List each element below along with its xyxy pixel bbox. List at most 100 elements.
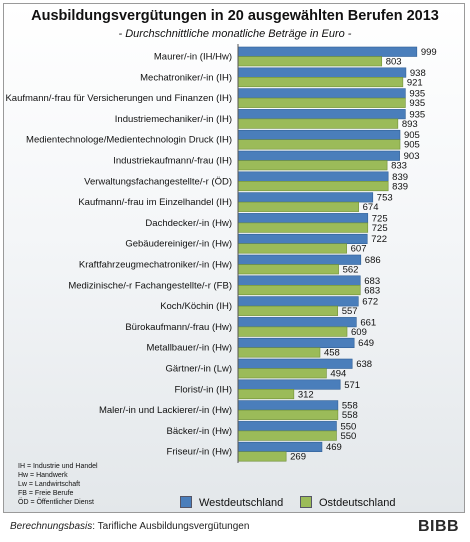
data-label-west: 935 <box>409 109 425 120</box>
category-label: Maurer/-in (IH/Hw) <box>154 52 232 63</box>
abbreviation-line: IH = Industrie und Handel <box>18 463 98 470</box>
data-label-east: 921 <box>407 77 423 88</box>
abbreviation-line: ÖD = Öffentlicher Dienst <box>18 499 94 506</box>
bar-west <box>237 129 401 140</box>
bar-east <box>237 160 388 171</box>
chart-frame <box>3 3 465 513</box>
category-label: Dachdecker/-in (Hw) <box>145 218 232 229</box>
bar-east <box>237 430 337 441</box>
data-label-west: 839 <box>392 172 408 183</box>
data-label-east: 458 <box>324 348 340 359</box>
data-label-west: 649 <box>358 338 374 349</box>
bar-east <box>237 305 339 316</box>
data-label-east: 557 <box>342 306 358 317</box>
category-label: Medientechnologe/Medientechnologin Druck… <box>26 135 232 146</box>
abbreviation-line: Hw = Handwerk <box>18 472 68 479</box>
data-label-west: 938 <box>410 68 426 79</box>
bar-east <box>237 181 389 192</box>
data-label-west: 999 <box>421 47 437 58</box>
bar-east <box>237 347 321 358</box>
data-label-east: 935 <box>409 98 425 109</box>
category-label: Verwaltungsfachangestellte/-r (ÖD) <box>84 176 232 187</box>
bar-east <box>237 77 404 88</box>
bar-east <box>237 368 327 379</box>
bar-west <box>237 150 400 161</box>
bar-west <box>237 275 361 286</box>
bar-west <box>237 421 337 432</box>
bar-east <box>237 118 399 129</box>
bar-west <box>237 192 374 203</box>
source-label: Berechnungsbasis <box>10 521 93 532</box>
bar-east <box>237 56 383 67</box>
category-label: Bürokaufmann/-frau (Hw) <box>125 322 232 333</box>
legend-swatch-east <box>300 496 312 508</box>
category-label: Kaufmann/-frau für Versicherungen und Fi… <box>5 93 232 104</box>
bar-east <box>237 264 339 275</box>
data-label-east: 494 <box>330 369 346 380</box>
data-label-east: 839 <box>392 181 408 192</box>
bar-west <box>237 233 368 244</box>
bar-west <box>237 46 418 57</box>
category-label: Kraftfahrzeugmechatroniker/-in (Hw) <box>79 260 232 271</box>
data-label-west: 571 <box>344 380 360 391</box>
legend-swatch-west <box>180 496 192 508</box>
category-label: Maler/-in und Lackierer/-in (Hw) <box>99 405 232 416</box>
category-label: Bäcker/-in (Hw) <box>167 426 232 437</box>
bar-east <box>237 326 348 337</box>
data-label-west: 722 <box>371 234 387 245</box>
bar-west <box>237 441 323 453</box>
bar-west <box>237 337 355 349</box>
data-label-east: 683 <box>364 285 380 296</box>
abbreviation-line: FB = Freie Berufe <box>18 490 74 497</box>
bar-west <box>237 358 353 369</box>
source-text: : Tarifliche Ausbildungsvergütungen <box>92 521 250 532</box>
data-label-east: 803 <box>386 57 402 68</box>
data-label-west: 725 <box>372 213 388 224</box>
bar-west <box>237 109 406 120</box>
bar-west <box>237 171 389 182</box>
data-label-west: 661 <box>360 317 376 328</box>
data-label-west: 638 <box>356 359 372 370</box>
bar-east <box>237 409 339 420</box>
category-label: Gärtner/-in (Lw) <box>165 364 232 375</box>
bibb-logo: BIBB <box>418 518 460 535</box>
data-label-east: 558 <box>342 410 358 421</box>
chart-subtitle: - Durchschnittliche monatliche Beträge i… <box>118 28 352 40</box>
category-label: Metallbauer/-in (Hw) <box>146 343 232 354</box>
data-label-west: 683 <box>364 276 380 287</box>
data-label-east: 833 <box>391 161 407 172</box>
category-label: Industriemechaniker/-in (IH) <box>115 114 232 125</box>
data-label-east: 609 <box>351 327 367 338</box>
legend-item-west: Westdeutschland <box>180 496 283 509</box>
data-label-west: 469 <box>326 442 342 453</box>
data-label-east: 550 <box>340 431 356 442</box>
data-label-east: 269 <box>290 452 306 463</box>
bar-west <box>237 379 341 390</box>
data-label-east: 312 <box>298 389 314 400</box>
data-label-east: 905 <box>404 140 420 151</box>
data-label-west: 672 <box>362 297 378 308</box>
data-label-west: 935 <box>409 89 425 100</box>
abbreviation-line: Lw = Landwirtschaft <box>18 481 81 488</box>
data-label-east: 893 <box>402 119 418 130</box>
category-label: Florist/-in (IH) <box>174 384 232 395</box>
category-label: Koch/Köchin (IH) <box>160 301 232 312</box>
abbreviation-legend: IH = Industrie und Handel Hw = Handwerk Lw… <box>18 462 98 507</box>
bar-east <box>237 284 361 296</box>
bar-west <box>237 88 406 99</box>
bar-west <box>237 296 359 307</box>
chart-title: Ausbildungsvergütungen in 20 ausgewählte… <box>31 8 439 24</box>
data-label-east: 674 <box>363 202 379 213</box>
bar-west <box>237 213 369 224</box>
bar-east <box>237 222 369 233</box>
legend-label-west: Westdeutschland <box>199 497 284 509</box>
bar-east <box>237 97 406 108</box>
bar-east <box>237 243 347 254</box>
source-note: Berechnungsbasis: Tarifliche Ausbildungs… <box>10 521 249 532</box>
bar-east <box>237 201 359 212</box>
bar-east <box>237 451 287 462</box>
bar-east <box>237 139 401 150</box>
data-label-west: 558 <box>342 401 358 412</box>
data-label-west: 550 <box>340 421 356 432</box>
